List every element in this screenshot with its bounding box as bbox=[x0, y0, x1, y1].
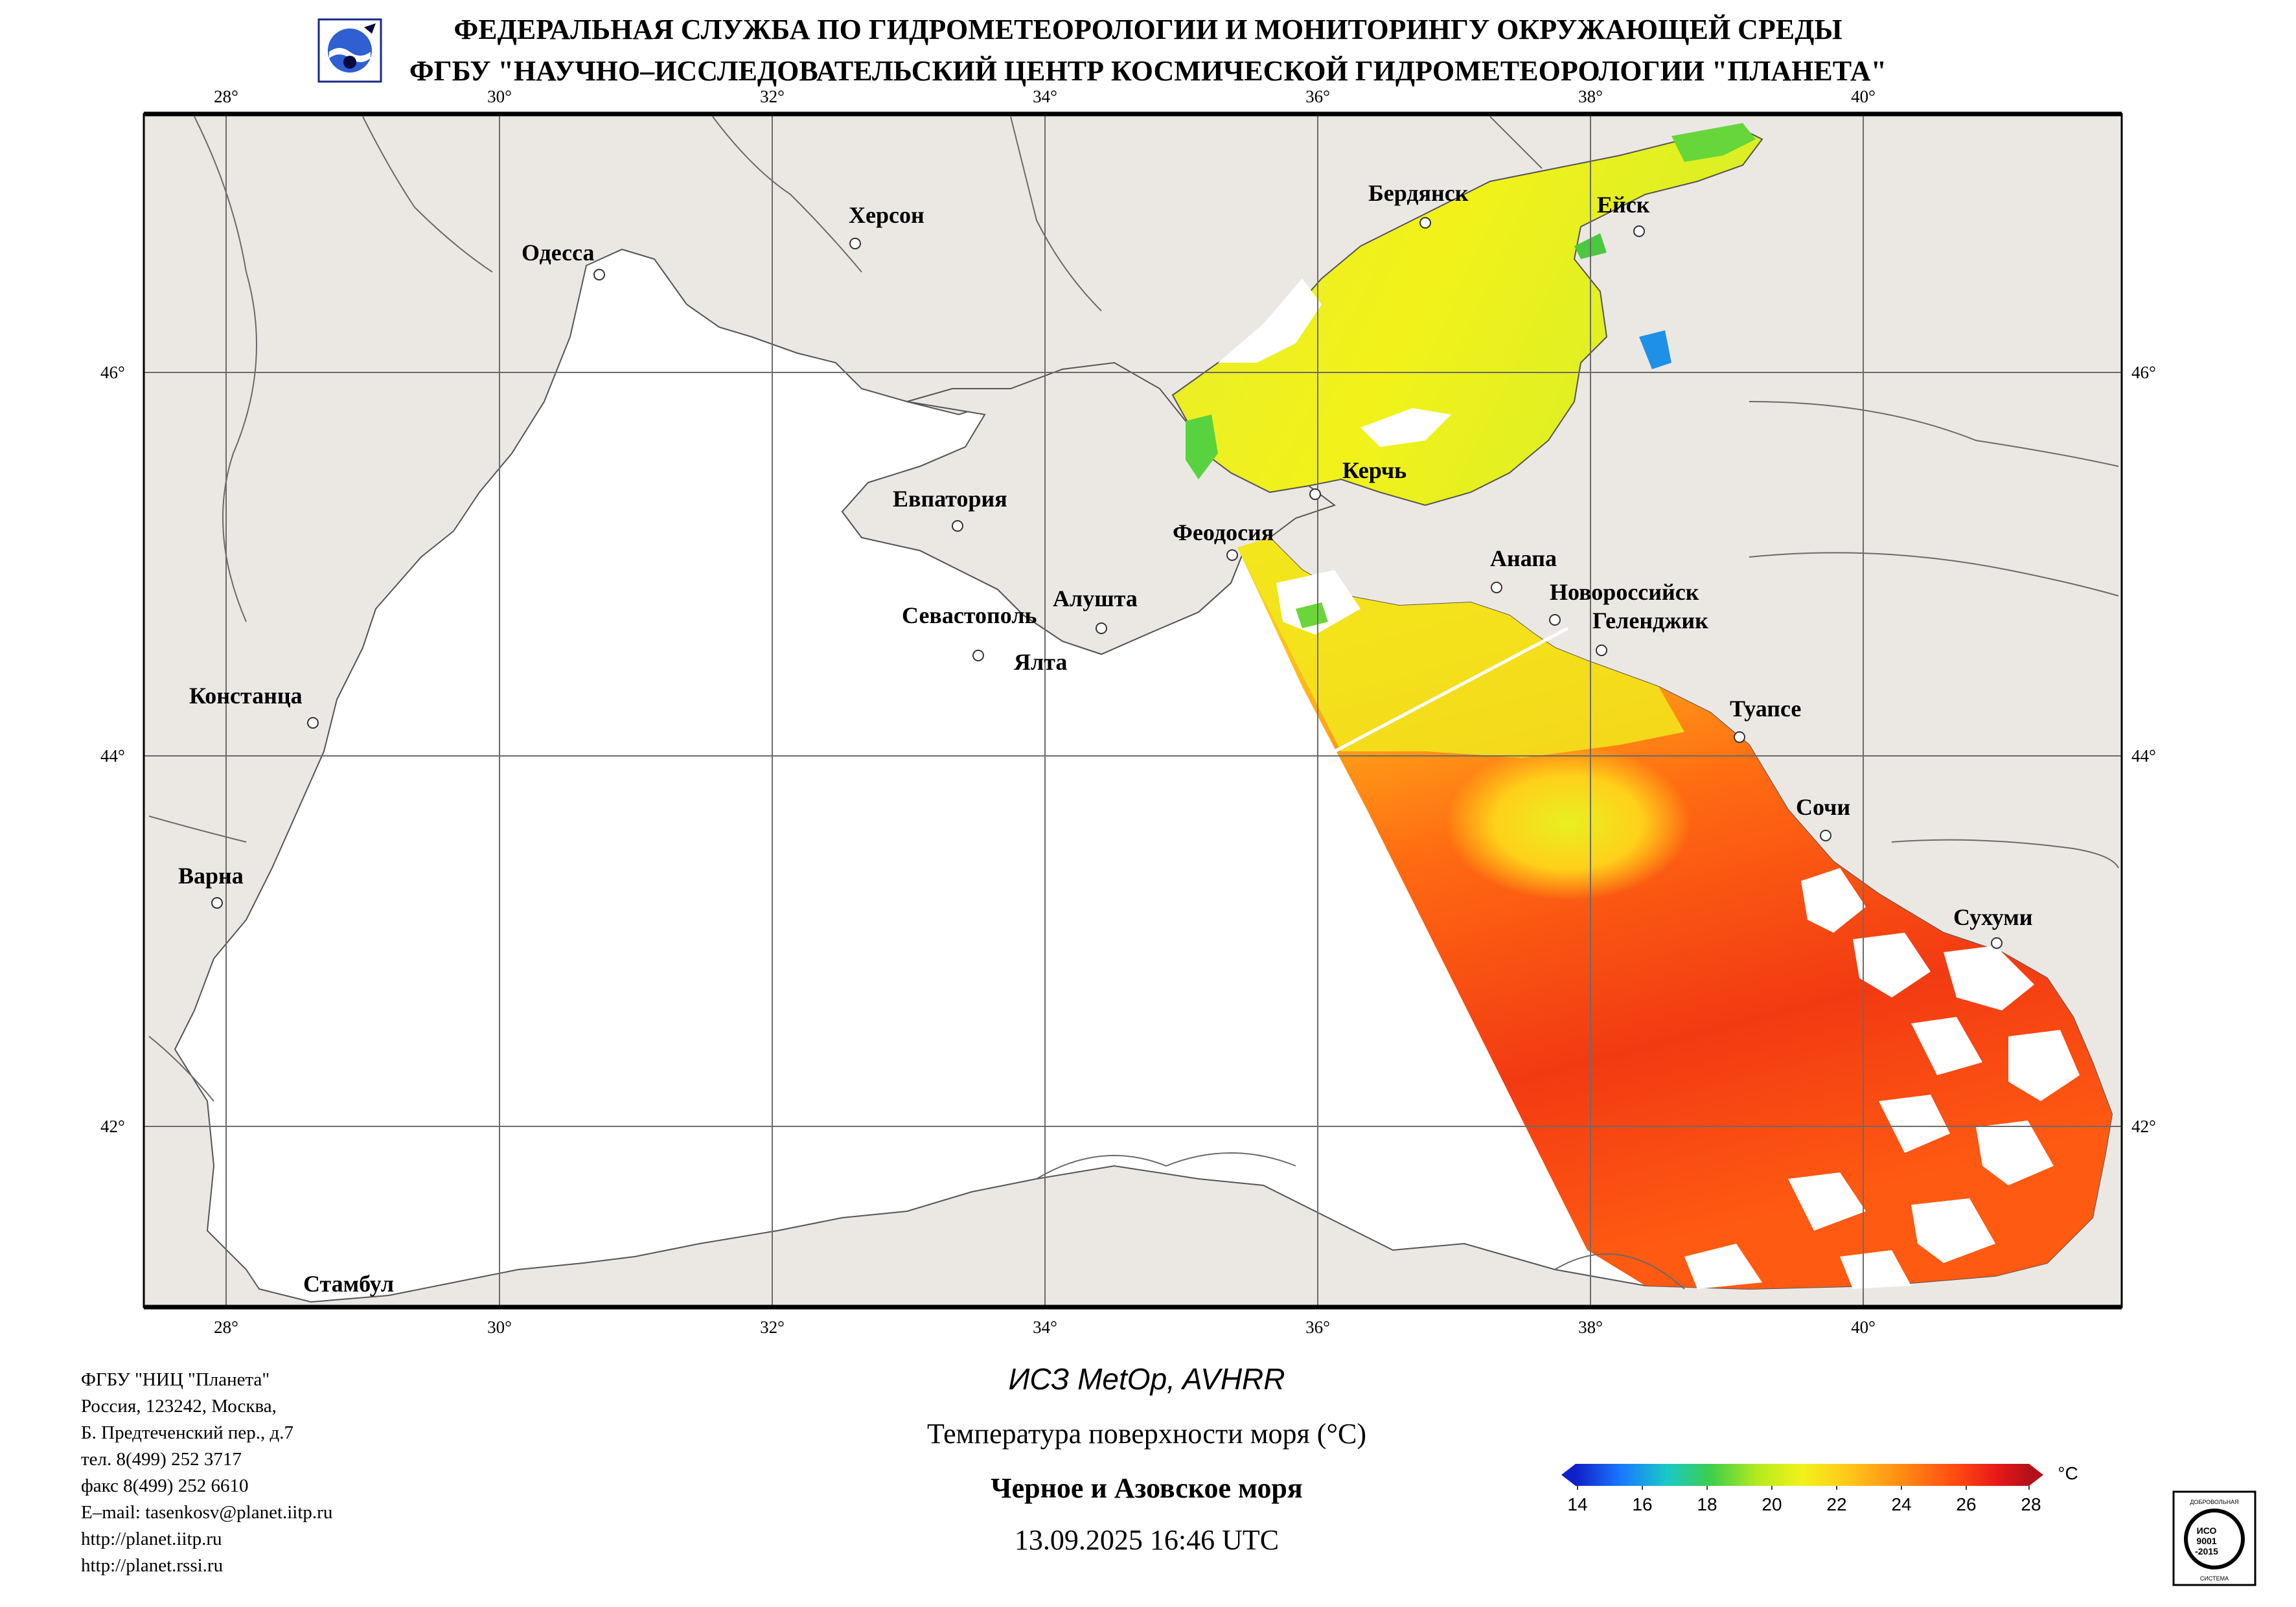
colorbar-unit: °C bbox=[2058, 1463, 2078, 1483]
colorbar bbox=[1561, 1464, 2043, 1490]
parameter-caption: Температура поверхности моря (°C) bbox=[926, 1418, 1367, 1450]
city-sochi: Сочи bbox=[1796, 794, 1850, 820]
lon-label-36-bottom: 36° bbox=[1305, 1317, 1330, 1337]
azov-cloud-2 bbox=[1360, 408, 1451, 447]
lat-label-46-left: 46° bbox=[100, 363, 125, 382]
swath-yellow-north bbox=[1237, 538, 1684, 758]
footer-org: ФГБУ "НИЦ "Планета" bbox=[81, 1369, 270, 1390]
borders bbox=[148, 116, 2119, 1290]
lon-label-38-top: 38° bbox=[1578, 87, 1603, 106]
iso-text-1: ИСО bbox=[2197, 1525, 2217, 1536]
city-berdyansk: Бердянск bbox=[1368, 180, 1469, 206]
iso-text-top: ДОБРОВОЛЬНАЯ bbox=[2190, 1499, 2238, 1505]
swath-gap-line bbox=[1333, 626, 1569, 753]
colorbar-tick-18: 18 bbox=[1697, 1494, 1717, 1514]
footer-url1[interactable]: http://planet.iitp.ru bbox=[81, 1529, 222, 1549]
azov-north-green bbox=[1671, 123, 1756, 162]
colorbar-tick-14: 14 bbox=[1567, 1494, 1587, 1514]
lat-label-42-right: 42° bbox=[2131, 1117, 2156, 1136]
east-cloud-patches bbox=[1684, 868, 2080, 1289]
footer-fax: факс 8(499) 252 6610 bbox=[81, 1476, 249, 1496]
azov-sea-sst bbox=[1171, 125, 1763, 507]
lon-label-34-bottom: 34° bbox=[1033, 1317, 1057, 1337]
feodosia-green bbox=[1296, 602, 1328, 628]
colorbar-tick-16: 16 bbox=[1632, 1494, 1652, 1514]
footer-tel: тел. 8(499) 252 3717 bbox=[81, 1449, 242, 1470]
lon-label-34-top: 34° bbox=[1033, 87, 1057, 106]
city-istanbul: Стамбул bbox=[303, 1271, 394, 1297]
lon-label-30-top: 30° bbox=[487, 87, 512, 106]
city-novorossiysk: Новороссийск bbox=[1550, 579, 1699, 605]
crimea bbox=[841, 361, 1337, 655]
header-line-2: ФГБУ "НАУЧНО–ИССЛЕДОВАТЕЛЬСКИЙ ЦЕНТР КОС… bbox=[409, 55, 1887, 87]
footer-url2[interactable]: http://planet.rssi.ru bbox=[81, 1555, 224, 1576]
lon-label-28-bottom: 28° bbox=[214, 1317, 238, 1337]
lat-label-46-right: 46° bbox=[2131, 363, 2156, 382]
city-sukhumi: Сухуми bbox=[1953, 904, 2033, 930]
azov-cloud-1 bbox=[1218, 279, 1322, 363]
datetime-caption: 13.09.2025 16:46 UTC bbox=[1014, 1524, 1280, 1556]
city-feodosia: Феодосия bbox=[1173, 519, 1274, 545]
lon-label-32-bottom: 32° bbox=[760, 1317, 785, 1337]
city-yeysk: Ейск bbox=[1597, 192, 1650, 218]
footer-addr2: Б. Предтеченский пер., д.7 bbox=[81, 1422, 294, 1443]
lon-label-30-bottom: 30° bbox=[487, 1317, 512, 1337]
city-yalta: Ялта bbox=[1014, 649, 1067, 675]
lat-label-44-left: 44° bbox=[100, 746, 125, 766]
city-tuapse: Туапсе bbox=[1730, 696, 1801, 722]
city-kerch: Керчь bbox=[1342, 457, 1406, 483]
lon-label-28-top: 28° bbox=[214, 87, 238, 106]
lon-label-32-top: 32° bbox=[760, 87, 785, 106]
lon-label-36-top: 36° bbox=[1305, 87, 1330, 106]
iso-certification-badge: ДОБРОВОЛЬНАЯ ИСО 9001 -2015 СИСТЕМА bbox=[2172, 1490, 2256, 1586]
graticule bbox=[144, 114, 2122, 1307]
contact-block: ФГБУ "НИЦ "Планета" Россия, 123242, Моск… bbox=[81, 1367, 332, 1579]
header-line-1: ФЕДЕРАЛЬНАЯ СЛУЖБА ПО ГИДРОМЕТЕОРОЛОГИИ … bbox=[453, 14, 1843, 45]
warm-eddy bbox=[1445, 745, 1691, 900]
city-gelendzhik: Геленджик bbox=[1592, 608, 1708, 633]
azov-shore-blue bbox=[1639, 330, 1671, 369]
city-varna: Варна bbox=[178, 863, 244, 889]
crimea-west-green bbox=[1186, 415, 1218, 479]
city-anapa: Анапа bbox=[1490, 545, 1557, 571]
city-markers bbox=[211, 217, 2003, 949]
satellite-caption: ИСЗ MetOp, AVHRR bbox=[1008, 1362, 1285, 1396]
colorbar-tick-20: 20 bbox=[1762, 1494, 1782, 1514]
colorbar-tick-28: 28 bbox=[2021, 1494, 2041, 1514]
lon-label-40-top: 40° bbox=[1851, 87, 1876, 106]
city-alushta: Алушта bbox=[1053, 586, 1138, 611]
city-sevastopol: Севастополь bbox=[902, 602, 1037, 628]
city-odessa: Одесса bbox=[522, 240, 595, 266]
footer-addr1: Россия, 123242, Москва, bbox=[81, 1396, 277, 1417]
region-caption: Черное и Азовское моря bbox=[991, 1472, 1303, 1504]
planeta-logo-icon bbox=[317, 18, 382, 83]
iso-text-bottom: СИСТЕМА bbox=[2200, 1575, 2229, 1582]
city-evpatoria: Евпатория bbox=[893, 486, 1007, 512]
footer-email[interactable]: E–mail: tasenkosv@planet.iitp.ru bbox=[81, 1502, 333, 1523]
lon-label-40-bottom: 40° bbox=[1851, 1317, 1876, 1337]
colorbar-tick-22: 22 bbox=[1826, 1494, 1846, 1514]
lon-label-38-bottom: 38° bbox=[1578, 1317, 1603, 1337]
colorbar-tick-26: 26 bbox=[1956, 1494, 1976, 1514]
iso-text-3: -2015 bbox=[2195, 1546, 2218, 1556]
city-constanta: Констанца bbox=[189, 683, 303, 709]
lat-label-42-left: 42° bbox=[100, 1117, 125, 1136]
iso-text-2: 9001 bbox=[2196, 1536, 2216, 1546]
lat-label-44-right: 44° bbox=[2131, 746, 2156, 766]
colorbar-tick-24: 24 bbox=[1891, 1494, 1911, 1514]
city-kherson: Херсон bbox=[849, 202, 924, 228]
